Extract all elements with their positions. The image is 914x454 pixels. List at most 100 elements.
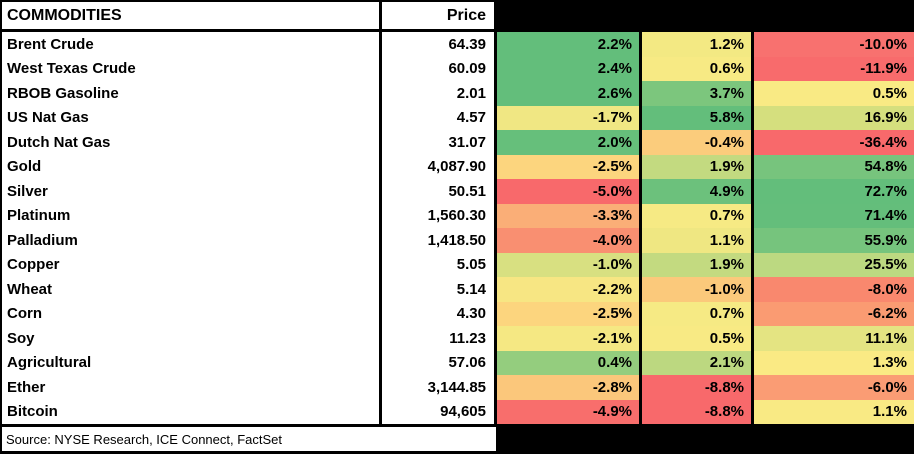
- change-cell-2: 1.9%: [642, 252, 751, 277]
- table-row: Corn 4.30 -2.5% 0.7% -6.2%: [2, 301, 914, 326]
- price-header-cell: Price: [382, 2, 494, 29]
- commodity-price: 3,144.85: [382, 375, 494, 400]
- change-cell-1: -1.0%: [497, 252, 639, 277]
- change-cell-2: -8.8%: [642, 399, 751, 424]
- change-cell-3: 25.5%: [754, 252, 914, 277]
- change-cell-3: -6.2%: [754, 301, 914, 326]
- change-cell-1: 2.0%: [497, 130, 639, 155]
- commodity-name: Silver: [2, 179, 379, 204]
- change-cell-1: -3.3%: [497, 203, 639, 228]
- table-row: West Texas Crude 60.09 2.4% 0.6% -11.9%: [2, 56, 914, 81]
- commodities-header-cell: COMMODITIES: [2, 2, 379, 29]
- change-cell-1: -5.0%: [497, 179, 639, 204]
- commodity-price: 5.05: [382, 252, 494, 277]
- change-cell-1: -2.2%: [497, 277, 639, 302]
- commodity-name: Platinum: [2, 203, 379, 228]
- commodity-price: 5.14: [382, 277, 494, 302]
- change-cell-3: 55.9%: [754, 228, 914, 253]
- change-cell-3: -8.0%: [754, 277, 914, 302]
- commodity-price: 2.01: [382, 81, 494, 106]
- change-cell-3: 1.1%: [754, 399, 914, 424]
- change-cell-3: 71.4%: [754, 203, 914, 228]
- change-cell-3: -10.0%: [754, 32, 914, 57]
- change-cell-1: -1.7%: [497, 105, 639, 130]
- change-cell-2: 4.9%: [642, 179, 751, 204]
- change-cell-2: 0.7%: [642, 301, 751, 326]
- hidden-change-header-1: [497, 2, 639, 29]
- change-cell-3: 72.7%: [754, 179, 914, 204]
- change-cell-3: 54.8%: [754, 154, 914, 179]
- change-cell-2: 1.1%: [642, 228, 751, 253]
- commodity-price: 4.30: [382, 301, 494, 326]
- change-cell-2: 3.7%: [642, 81, 751, 106]
- change-cell-2: 1.2%: [642, 32, 751, 57]
- commodity-price: 1,418.50: [382, 228, 494, 253]
- change-cell-1: -4.0%: [497, 228, 639, 253]
- change-cell-2: 0.6%: [642, 56, 751, 81]
- table-row: Platinum 1,560.30 -3.3% 0.7% 71.4%: [2, 203, 914, 228]
- commodity-price: 4,087.90: [382, 154, 494, 179]
- commodity-price: 31.07: [382, 130, 494, 155]
- source-footer: Source: NYSE Research, ICE Connect, Fact…: [2, 427, 496, 451]
- table-row: Copper 5.05 -1.0% 1.9% 25.5%: [2, 252, 914, 277]
- change-cell-1: -2.5%: [497, 301, 639, 326]
- table-row: US Nat Gas 4.57 -1.7% 5.8% 16.9%: [2, 105, 914, 130]
- change-cell-1: -2.5%: [497, 154, 639, 179]
- table-row: RBOB Gasoline 2.01 2.6% 3.7% 0.5%: [2, 81, 914, 106]
- commodity-price: 64.39: [382, 32, 494, 57]
- change-cell-3: 0.5%: [754, 81, 914, 106]
- change-cell-1: 2.2%: [497, 32, 639, 57]
- table-header-row: COMMODITIES Price: [2, 2, 914, 29]
- table-row: Gold 4,087.90 -2.5% 1.9% 54.8%: [2, 154, 914, 179]
- commodity-name: Wheat: [2, 277, 379, 302]
- commodity-name: Ether: [2, 375, 379, 400]
- commodity-price: 4.57: [382, 105, 494, 130]
- change-cell-1: 2.6%: [497, 81, 639, 106]
- change-cell-2: 1.9%: [642, 154, 751, 179]
- change-cell-2: -8.8%: [642, 375, 751, 400]
- commodity-name: RBOB Gasoline: [2, 81, 379, 106]
- change-cell-3: 16.9%: [754, 105, 914, 130]
- table-row: Brent Crude 64.39 2.2% 1.2% -10.0%: [2, 32, 914, 57]
- commodity-name: Soy: [2, 326, 379, 351]
- commodity-name: US Nat Gas: [2, 105, 379, 130]
- table-row: Palladium 1,418.50 -4.0% 1.1% 55.9%: [2, 228, 914, 253]
- change-cell-1: -2.1%: [497, 326, 639, 351]
- commodity-price: 11.23: [382, 326, 494, 351]
- table-row: Wheat 5.14 -2.2% -1.0% -8.0%: [2, 277, 914, 302]
- change-cell-1: 2.4%: [497, 56, 639, 81]
- commodity-price: 50.51: [382, 179, 494, 204]
- change-cell-2: -1.0%: [642, 277, 751, 302]
- change-cell-1: -4.9%: [497, 399, 639, 424]
- change-cell-1: -2.8%: [497, 375, 639, 400]
- change-cell-2: 0.7%: [642, 203, 751, 228]
- commodity-name: Bitcoin: [2, 399, 379, 424]
- change-cell-2: 2.1%: [642, 350, 751, 375]
- change-cell-3: -6.0%: [754, 375, 914, 400]
- hidden-change-header-3: [754, 2, 914, 29]
- commodity-name: Agricultural: [2, 350, 379, 375]
- commodity-name: Dutch Nat Gas: [2, 130, 379, 155]
- commodity-name: Copper: [2, 252, 379, 277]
- change-cell-3: 1.3%: [754, 350, 914, 375]
- change-cell-2: 5.8%: [642, 105, 751, 130]
- commodity-price: 94,605: [382, 399, 494, 424]
- commodity-name: Palladium: [2, 228, 379, 253]
- hidden-change-header-2: [642, 2, 751, 29]
- change-cell-2: -0.4%: [642, 130, 751, 155]
- commodity-name: West Texas Crude: [2, 56, 379, 81]
- change-cell-1: 0.4%: [497, 350, 639, 375]
- commodity-name: Brent Crude: [2, 32, 379, 57]
- change-cell-3: -36.4%: [754, 130, 914, 155]
- commodity-price: 60.09: [382, 56, 494, 81]
- table-row: Bitcoin 94,605 -4.9% -8.8% 1.1%: [2, 399, 914, 424]
- table-body: Brent Crude 64.39 2.2% 1.2% -10.0% West …: [2, 32, 914, 424]
- change-cell-2: 0.5%: [642, 326, 751, 351]
- commodity-price: 57.06: [382, 350, 494, 375]
- table-row: Dutch Nat Gas 31.07 2.0% -0.4% -36.4%: [2, 130, 914, 155]
- commodity-name: Gold: [2, 154, 379, 179]
- table-row: Ether 3,144.85 -2.8% -8.8% -6.0%: [2, 375, 914, 400]
- table-row: Agricultural 57.06 0.4% 2.1% 1.3%: [2, 350, 914, 375]
- table-row: Silver 50.51 -5.0% 4.9% 72.7%: [2, 179, 914, 204]
